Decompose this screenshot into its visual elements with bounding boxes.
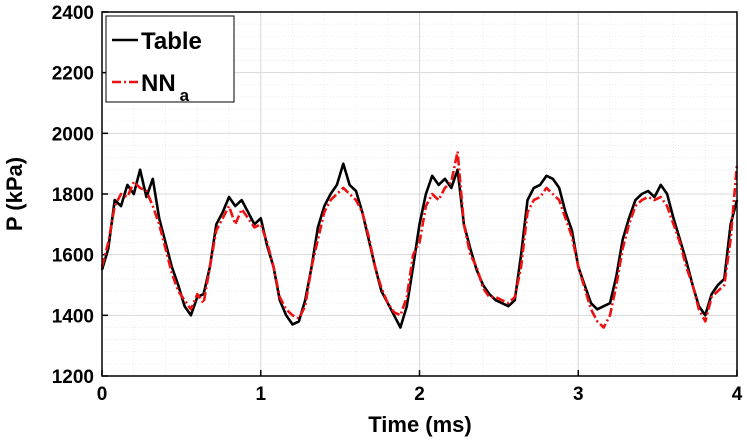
series-line bbox=[100, 150, 739, 329]
legend-box bbox=[105, 15, 235, 103]
y-tick-label: 1800 bbox=[52, 185, 94, 206]
legend-name: Table bbox=[141, 28, 202, 55]
axes-box bbox=[101, 11, 738, 377]
y-tick-label: 1200 bbox=[52, 367, 94, 388]
x-tick-label: 2 bbox=[414, 384, 425, 405]
y-tick-label: 1600 bbox=[52, 246, 94, 267]
x-tick-label: 3 bbox=[573, 384, 584, 405]
legend: Table NN a bbox=[105, 15, 235, 105]
legend-name: NN bbox=[141, 70, 176, 97]
x-tick-label: 0 bbox=[97, 384, 108, 405]
y-tick-label: 2200 bbox=[52, 64, 94, 85]
y-tick-label: 2000 bbox=[52, 124, 94, 145]
x-tick-label: 4 bbox=[732, 384, 743, 405]
legend-label: Table bbox=[141, 28, 202, 55]
y-tick-label: 1400 bbox=[52, 306, 94, 327]
y-tick-label: 2400 bbox=[52, 3, 94, 24]
legend-label: NN a bbox=[141, 70, 190, 105]
x-tick-label: 1 bbox=[255, 384, 266, 405]
legend-subscript: a bbox=[180, 86, 190, 105]
y-axis-label: P (kPa) bbox=[2, 157, 27, 231]
x-axis-label: Time (ms) bbox=[368, 412, 472, 437]
